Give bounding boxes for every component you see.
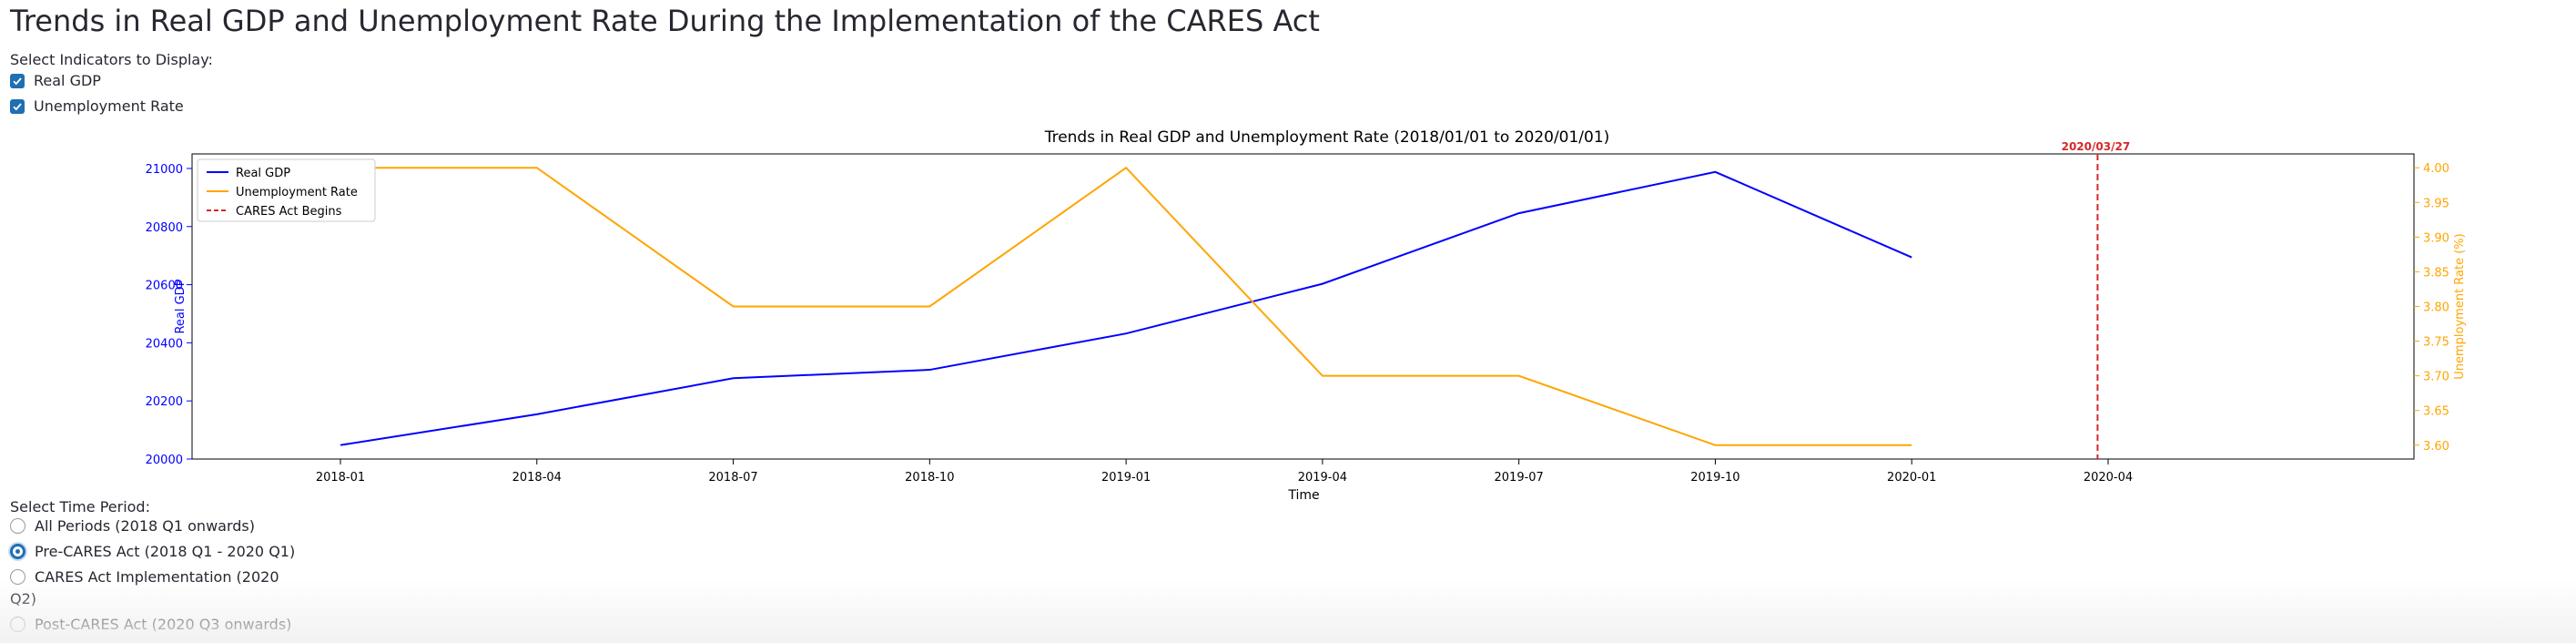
cares-date-label: 2020/03/27 (2062, 140, 2131, 153)
indicators-label: Select Indicators to Display: (10, 51, 213, 68)
checkbox-checked-icon[interactable] (10, 98, 25, 114)
gdp-unemployment-chart: Trends in Real GDP and Unemployment Rate… (146, 128, 2467, 499)
right-axis-tick-label: 3.80 (2423, 301, 2449, 315)
radio-label-cares-implementation-cont: Q2) (10, 590, 37, 607)
legend-entry-unemployment-rate: Unemployment Rate (236, 186, 358, 199)
right-axis-tick-label: 3.95 (2423, 197, 2449, 210)
right-axis-tick-label: 3.75 (2423, 336, 2449, 350)
radio-label-all-periods: All Periods (2018 Q1 onwards) (35, 517, 255, 535)
y-axis-label-left: Real GDP (174, 279, 188, 333)
left-axis-tick-label: 20200 (146, 395, 183, 409)
x-axis-tick-label: 2019-01 (1101, 471, 1151, 485)
radio-icon[interactable] (10, 518, 25, 534)
page-title: Trends in Real GDP and Unemployment Rate… (10, 4, 1320, 38)
checkbox-real-gdp[interactable]: Real GDP (10, 72, 101, 89)
chart-title: Trends in Real GDP and Unemployment Rate… (1044, 128, 1610, 147)
x-axis-tick-label: 2019-07 (1495, 471, 1544, 485)
left-axis: 20000 20200 20400 20600 20800 21000 (146, 163, 192, 467)
checkbox-label-real-gdp: Real GDP (34, 72, 101, 89)
legend-entry-real-gdp: Real GDP (236, 167, 290, 180)
radio-label-cares-implementation: CARES Act Implementation (2020 (35, 568, 279, 586)
right-axis: 3.60 3.65 3.70 3.75 3.80 3.85 3.90 3.95 4.00 (2414, 162, 2449, 454)
right-axis-tick-label: 3.60 (2423, 440, 2449, 454)
series-line-real-gdp (340, 170, 1912, 446)
x-axis-tick-label: 2018-10 (905, 471, 954, 485)
radio-pre-cares[interactable]: Pre-CARES Act (2018 Q1 - 2020 Q1) (10, 543, 295, 560)
x-axis-tick-label: 2020-04 (2084, 471, 2133, 485)
x-axis-tick-label: 2018-07 (708, 471, 757, 485)
x-axis-tick-label: 2019-04 (1298, 471, 1347, 485)
left-axis-tick-label: 20600 (146, 280, 183, 293)
chart-legend: Real GDP Unemployment Rate CARES Act Beg… (197, 158, 376, 222)
radio-selected-icon[interactable] (10, 544, 25, 559)
plot-frame (191, 153, 2415, 460)
radio-cares-implementation[interactable]: CARES Act Implementation (2020 (10, 568, 279, 586)
right-axis-tick-label: 4.00 (2423, 162, 2449, 176)
series-line-unemployment-rate (340, 166, 1912, 446)
right-axis-tick-label: 3.65 (2423, 405, 2449, 419)
radio-icon[interactable] (10, 569, 25, 585)
x-axis-label: Time (1287, 488, 1319, 499)
bottom-fade (0, 579, 2576, 643)
left-axis-tick-label: 20400 (146, 337, 183, 351)
time-period-label: Select Time Period: (10, 498, 150, 515)
x-axis-tick-label: 2018-04 (512, 471, 562, 485)
x-axis-tick-label: 2019-10 (1690, 471, 1739, 485)
right-axis-tick-label: 3.70 (2423, 371, 2449, 384)
series-layer (340, 166, 1912, 446)
right-axis-tick-label: 3.85 (2423, 266, 2449, 280)
legend-box (197, 158, 376, 222)
left-axis-tick-label: 20000 (146, 454, 183, 467)
radio-post-cares[interactable]: Post-CARES Act (2020 Q3 onwards) (10, 616, 291, 633)
right-axis-tick-label: 3.90 (2423, 231, 2449, 245)
x-axis-tick-label: 2018-01 (316, 471, 365, 485)
y-axis-label-right: Unemployment Rate (%) (2453, 233, 2467, 380)
radio-label-pre-cares: Pre-CARES Act (2018 Q1 - 2020 Q1) (35, 543, 296, 560)
checkbox-unemployment-rate[interactable]: Unemployment Rate (10, 97, 184, 115)
radio-icon[interactable] (10, 617, 25, 632)
x-axis-tick-label: 2020-01 (1887, 471, 1936, 485)
left-axis-tick-label: 21000 (146, 163, 183, 177)
x-axis: 2018-01 2018-04 2018-07 2018-10 2019-01 2019-… (316, 459, 2133, 485)
radio-label-post-cares: Post-CARES Act (2020 Q3 onwards) (35, 616, 292, 633)
radio-all-periods[interactable]: All Periods (2018 Q1 onwards) (10, 517, 255, 535)
legend-entry-cares-act: CARES Act Begins (236, 205, 342, 219)
checkbox-checked-icon[interactable] (10, 73, 25, 88)
left-axis-tick-label: 20800 (146, 221, 183, 235)
checkbox-label-unemployment-rate: Unemployment Rate (34, 97, 184, 115)
